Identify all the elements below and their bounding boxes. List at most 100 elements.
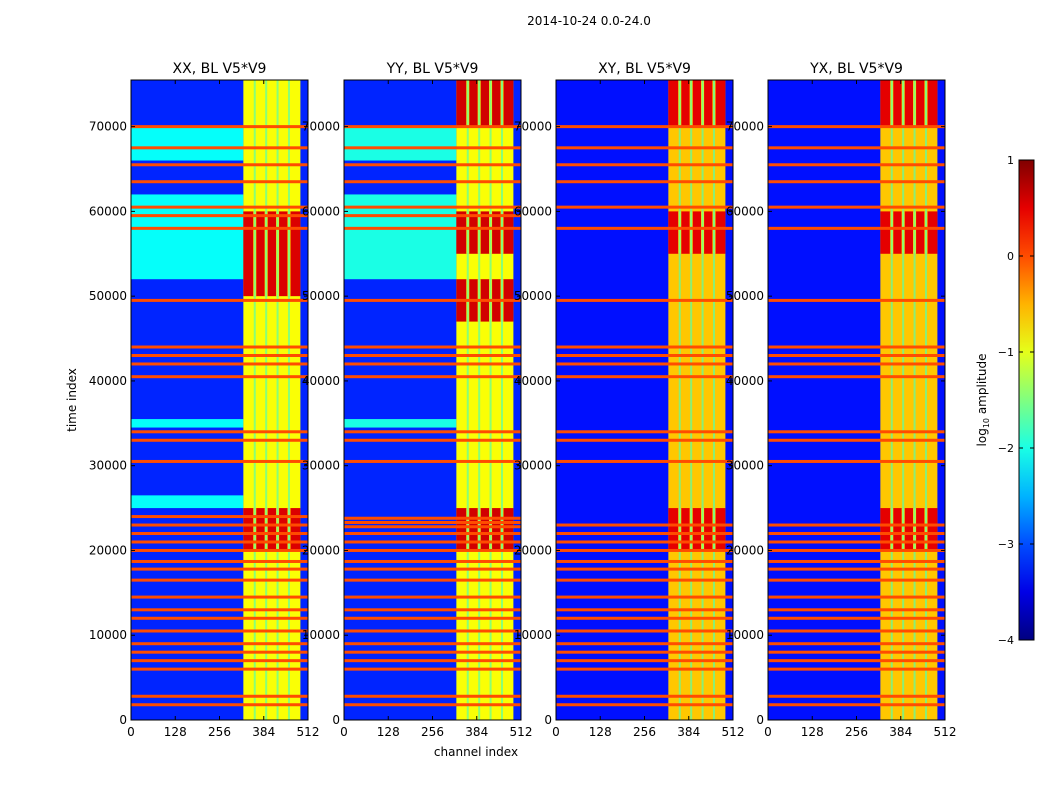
y-tick-label: 50000	[726, 289, 764, 303]
rfi-row	[768, 567, 945, 571]
strong-segment	[456, 508, 514, 551]
rfi-row	[768, 146, 945, 150]
rfi-row	[131, 532, 308, 536]
rfi-row	[768, 559, 945, 563]
y-tick-label: 70000	[514, 120, 552, 134]
rfi-row	[344, 205, 521, 209]
rfi-row	[344, 548, 521, 552]
channel-stripe	[890, 80, 893, 720]
rfi-row	[131, 642, 308, 646]
rfi-row	[556, 567, 733, 571]
rfi-row	[344, 694, 521, 698]
rfi-row	[131, 667, 308, 671]
x-tick-label: 128	[377, 725, 400, 739]
rfi-row	[556, 694, 733, 698]
rfi-row	[131, 608, 308, 612]
y-tick-label: 60000	[726, 204, 764, 218]
rfi-row	[768, 362, 945, 366]
signal-band	[880, 80, 938, 720]
channel-stripe	[913, 80, 916, 720]
rfi-row	[344, 438, 521, 442]
y-tick-label: 60000	[89, 204, 127, 218]
rfi-row	[344, 567, 521, 571]
x-tick-label: 512	[934, 725, 957, 739]
rfi-row	[131, 345, 308, 349]
y-tick-label: 0	[119, 713, 127, 727]
strong-segment	[880, 211, 938, 254]
channel-stripe	[253, 80, 256, 720]
channel-stripe	[466, 80, 469, 720]
rfi-row	[131, 353, 308, 357]
rfi-row	[131, 163, 308, 167]
rfi-row	[556, 548, 733, 552]
rfi-row	[768, 353, 945, 357]
rfi-row	[344, 516, 521, 520]
rfi-row	[344, 353, 521, 357]
rfi-row	[344, 667, 521, 671]
rfi-row	[131, 459, 308, 463]
rfi-row	[344, 430, 521, 434]
rfi-row	[556, 642, 733, 646]
rfi-row	[131, 515, 308, 519]
heatmap-panels: XX, BL V5*V9 0 128 256 384 512 0 10000 20000 3000…	[89, 61, 957, 739]
rfi-row	[556, 430, 733, 434]
rfi-row	[131, 146, 308, 150]
rfi-row	[768, 659, 945, 663]
y-tick-label: 0	[332, 713, 340, 727]
rfi-row	[768, 629, 945, 633]
colorbar-tick-label: −3	[998, 538, 1014, 551]
rfi-row	[768, 642, 945, 646]
y-tick-label: 40000	[726, 374, 764, 388]
rfi-row	[556, 146, 733, 150]
rfi-row	[768, 650, 945, 654]
channel-stripe	[478, 80, 481, 720]
rfi-row	[768, 345, 945, 349]
rfi-row	[768, 205, 945, 209]
rfi-row	[556, 459, 733, 463]
y-tick-label: 50000	[89, 289, 127, 303]
signal-band	[668, 80, 726, 720]
y-tick-label: 40000	[89, 374, 127, 388]
rfi-row	[344, 525, 521, 529]
strong-segment	[243, 508, 301, 551]
rfi-row	[344, 180, 521, 184]
rfi-row	[131, 659, 308, 663]
x-tick-label: 512	[722, 725, 745, 739]
rfi-row	[131, 180, 308, 184]
rfi-row	[344, 520, 521, 524]
y-tick-label: 10000	[89, 628, 127, 642]
x-tick-label: 0	[340, 725, 348, 739]
panel-title: YY, BL V5*V9	[386, 61, 479, 77]
colorbar-label: log10 amplitude	[975, 354, 991, 447]
rfi-row	[768, 667, 945, 671]
cyan-region	[131, 419, 244, 428]
x-tick-label: 384	[252, 725, 275, 739]
rfi-row	[556, 298, 733, 302]
rfi-row	[344, 532, 521, 536]
y-tick-label: 70000	[302, 120, 340, 134]
rfi-row	[131, 694, 308, 698]
rfi-row	[556, 595, 733, 599]
rfi-row	[131, 375, 308, 379]
strong-segment	[456, 80, 514, 127]
rfi-row	[556, 703, 733, 707]
rfi-row	[556, 375, 733, 379]
rfi-row	[131, 703, 308, 707]
y-tick-label: 50000	[302, 289, 340, 303]
y-axis-label: time index	[65, 368, 79, 432]
channel-stripe	[287, 80, 290, 720]
x-tick-label: 0	[552, 725, 560, 739]
rfi-row	[768, 595, 945, 599]
y-tick-label: 10000	[726, 628, 764, 642]
y-tick-label: 40000	[302, 374, 340, 388]
rfi-row	[344, 345, 521, 349]
x-tick-label: 384	[889, 725, 912, 739]
y-tick-label: 30000	[302, 459, 340, 473]
x-tick-label: 256	[845, 725, 868, 739]
figure-suptitle: 2014-10-24 0.0-24.0	[527, 14, 651, 28]
rfi-row	[344, 214, 521, 218]
channel-stripe	[265, 80, 268, 720]
x-tick-label: 512	[297, 725, 320, 739]
strong-segment	[880, 508, 938, 551]
